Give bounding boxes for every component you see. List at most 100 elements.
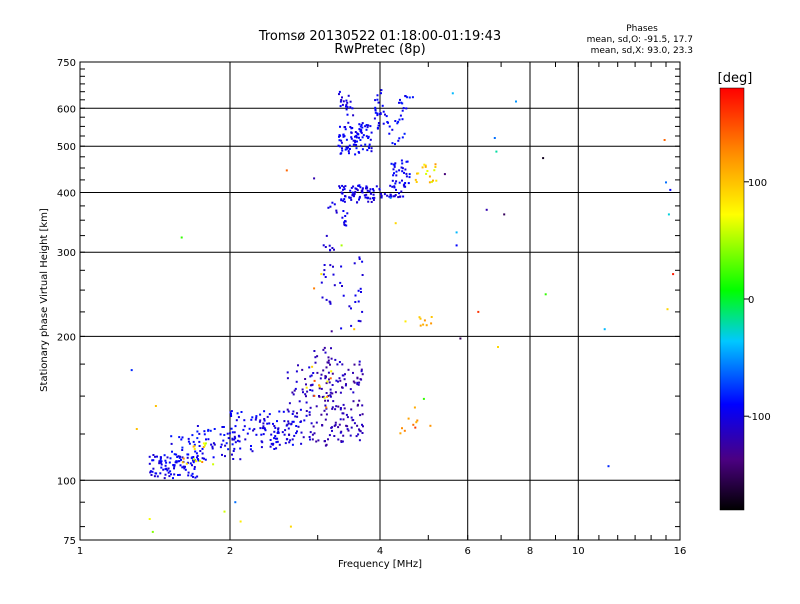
data-point [230,413,232,415]
data-point [377,101,380,104]
data-point [455,231,458,234]
data-point [367,145,370,148]
data-point [223,434,226,436]
data-point [308,413,311,416]
data-point [273,425,276,427]
data-point [337,380,339,383]
data-point [359,320,362,323]
data-point [365,185,368,188]
data-point [666,308,669,311]
data-point [354,190,357,193]
data-point [327,359,330,362]
data-point [542,157,545,160]
data-point [367,200,370,203]
data-point [298,400,301,403]
data-point [413,406,416,409]
data-point [221,453,223,456]
data-point [329,302,332,305]
data-point [354,187,357,190]
x-tick-label: 2 [227,546,233,557]
data-point [199,450,202,452]
data-point [354,153,357,156]
data-point [355,188,358,190]
data-point [230,427,233,430]
data-point [341,412,344,415]
data-point [272,442,275,445]
data-point [365,128,368,131]
data-point [459,337,462,340]
data-point [315,440,318,443]
data-point [202,446,205,448]
data-point [293,434,296,437]
data-point [239,447,242,450]
data-point [195,460,197,463]
chart-title: Tromsø 20130522 01:18:00-01:19:43 [258,29,501,44]
data-point [358,195,361,198]
data-point [342,403,345,406]
data-point [213,443,216,446]
data-point [392,174,395,177]
data-point [276,432,279,434]
data-point [358,381,361,384]
data-point [273,437,276,440]
data-point [160,466,163,469]
data-point [421,166,424,169]
data-point [341,440,344,443]
data-point [370,131,373,134]
data-point [233,435,236,438]
data-point [177,455,180,458]
data-point [178,473,181,476]
data-point [283,420,286,423]
data-point [288,433,291,436]
data-point [392,195,395,198]
data-point [273,430,276,433]
data-point [187,453,190,456]
y-tick-label: 400 [57,189,76,200]
data-point [322,348,325,351]
data-point [337,426,340,429]
data-point [350,186,353,189]
data-point [309,375,312,378]
data-point [340,327,343,330]
data-point [154,472,157,475]
data-point [350,131,353,134]
data-point [350,137,353,140]
colorbar [719,87,745,511]
data-point [219,433,222,436]
data-point [286,377,289,380]
data-point [259,427,262,430]
data-point [150,474,153,476]
data-point [334,408,337,411]
data-point [199,459,202,462]
data-point [316,371,319,374]
data-point [360,144,363,147]
data-point [348,152,350,155]
data-point [190,474,193,477]
data-point [227,448,230,451]
data-point [354,294,357,297]
data-point [395,174,398,177]
data-point [341,192,344,195]
data-point [358,360,361,363]
data-point [346,113,349,116]
data-point [358,363,361,366]
data-point [348,148,351,150]
data-point [193,468,196,470]
data-point [311,365,314,368]
data-point [320,373,323,376]
data-point [173,453,176,456]
data-point [162,468,165,471]
data-point [335,209,338,212]
data-point [338,361,341,363]
data-point [344,384,347,387]
data-point [390,162,393,165]
data-point [324,375,327,378]
data-point [338,135,340,138]
data-point [349,434,352,437]
data-point [364,196,367,199]
data-point [330,330,333,333]
x-tick-label: 4 [377,546,383,557]
data-point [401,118,404,121]
data-point [201,447,204,450]
